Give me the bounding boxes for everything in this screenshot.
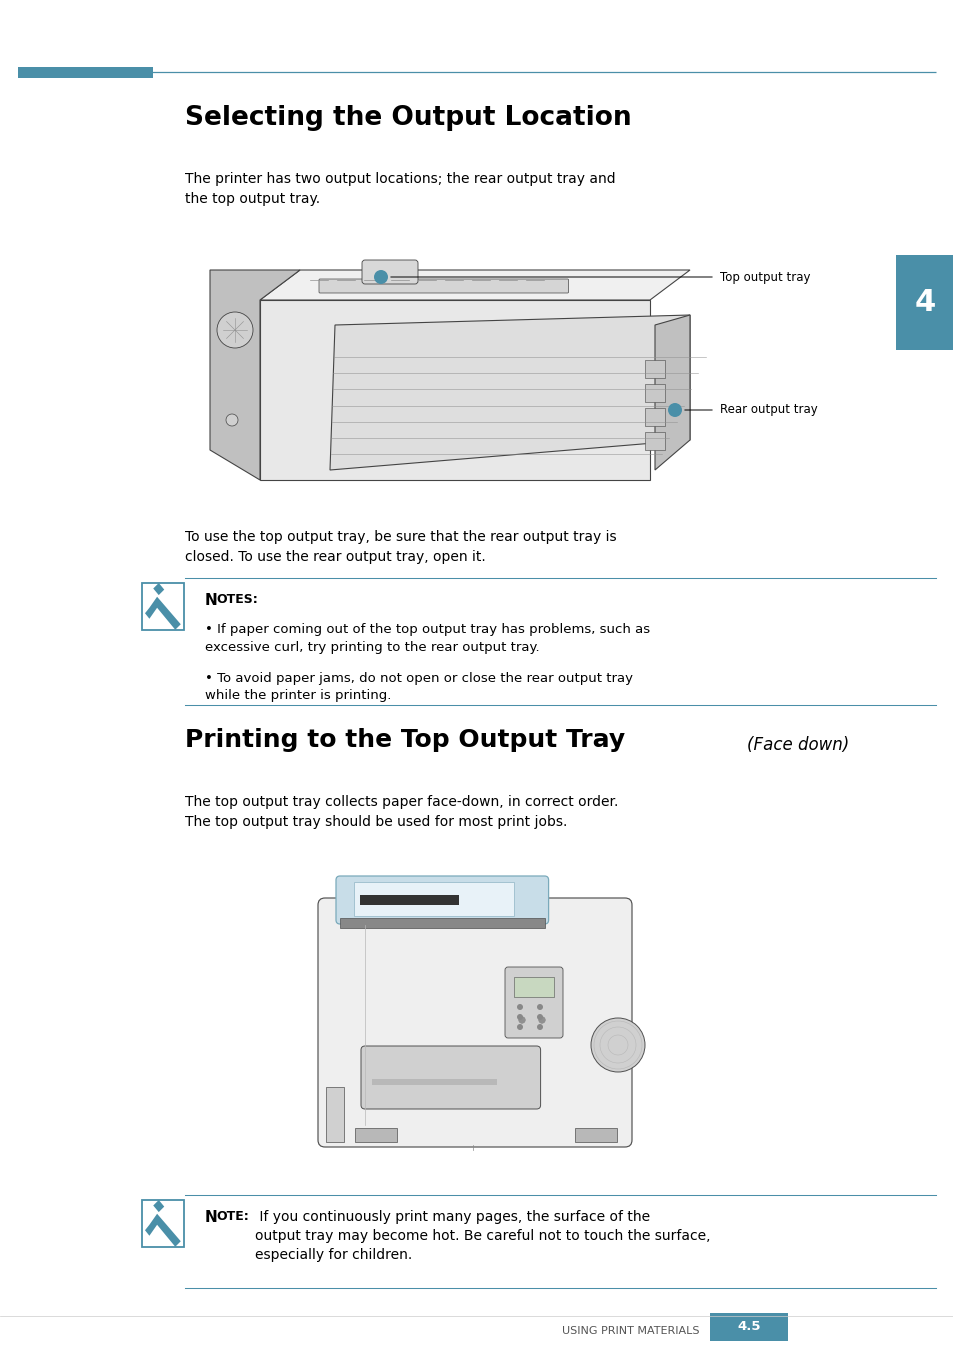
- Circle shape: [518, 1016, 525, 1023]
- Circle shape: [667, 402, 681, 417]
- Bar: [709, 1312, 787, 1341]
- Text: To use the top output tray, be sure that the rear output tray is
closed. To use : To use the top output tray, be sure that…: [185, 530, 616, 564]
- Text: 4.5: 4.5: [737, 1320, 760, 1334]
- Text: OTES:: OTES:: [216, 594, 258, 606]
- Circle shape: [518, 1016, 525, 1023]
- FancyBboxPatch shape: [360, 1046, 540, 1109]
- Circle shape: [374, 271, 388, 284]
- Text: The top output tray collects paper face-down, in correct order.
The top output t: The top output tray collects paper face-…: [185, 795, 618, 829]
- Bar: [142, 1201, 183, 1246]
- Text: If you continuously print many pages, the surface of the
output tray may become : If you continuously print many pages, th…: [254, 1210, 710, 1263]
- FancyBboxPatch shape: [361, 260, 417, 284]
- Text: (Face down): (Face down): [746, 736, 848, 754]
- Text: Printing to the Top Output Tray: Printing to the Top Output Tray: [185, 728, 624, 752]
- Bar: [644, 384, 664, 402]
- Bar: [895, 254, 953, 350]
- Bar: [326, 1088, 344, 1141]
- Polygon shape: [153, 1201, 164, 1213]
- Circle shape: [537, 1004, 542, 1010]
- Text: 4: 4: [913, 288, 935, 318]
- Text: • To avoid paper jams, do not open or close the rear output tray
while the print: • To avoid paper jams, do not open or cl…: [205, 672, 633, 703]
- Circle shape: [517, 1014, 522, 1020]
- Text: N: N: [205, 594, 217, 608]
- Bar: [372, 1079, 497, 1085]
- Text: Rear output tray: Rear output tray: [720, 404, 817, 416]
- Bar: [355, 1128, 396, 1141]
- Polygon shape: [145, 1214, 180, 1246]
- Circle shape: [517, 1004, 522, 1010]
- Bar: [18, 66, 152, 78]
- Circle shape: [226, 415, 237, 425]
- Circle shape: [537, 1016, 545, 1023]
- Bar: [644, 408, 664, 425]
- Text: Selecting the Output Location: Selecting the Output Location: [185, 105, 631, 131]
- Polygon shape: [153, 583, 164, 595]
- Circle shape: [590, 1018, 644, 1071]
- Circle shape: [537, 1014, 542, 1020]
- Polygon shape: [330, 315, 689, 470]
- FancyBboxPatch shape: [504, 966, 562, 1038]
- FancyBboxPatch shape: [318, 279, 568, 293]
- FancyBboxPatch shape: [354, 882, 514, 917]
- Text: N: N: [205, 1210, 217, 1225]
- Text: Top output tray: Top output tray: [720, 271, 810, 284]
- Bar: [644, 359, 664, 378]
- Bar: [514, 977, 554, 997]
- Bar: [359, 895, 458, 905]
- Circle shape: [517, 1024, 522, 1030]
- Circle shape: [537, 1016, 545, 1023]
- Polygon shape: [655, 315, 689, 470]
- Polygon shape: [260, 300, 649, 481]
- Text: USING PRINT MATERIALS: USING PRINT MATERIALS: [562, 1326, 700, 1337]
- Polygon shape: [260, 271, 689, 300]
- Text: The printer has two output locations; the rear output tray and
the top output tr: The printer has two output locations; th…: [185, 172, 615, 206]
- FancyBboxPatch shape: [317, 898, 631, 1147]
- Bar: [644, 432, 664, 450]
- Circle shape: [537, 1024, 542, 1030]
- Polygon shape: [210, 271, 299, 481]
- Text: OTE:: OTE:: [216, 1210, 249, 1224]
- Text: • If paper coming out of the top output tray has problems, such as
excessive cur: • If paper coming out of the top output …: [205, 623, 649, 654]
- FancyBboxPatch shape: [339, 918, 544, 927]
- Bar: [575, 1128, 617, 1141]
- Bar: [142, 583, 183, 630]
- FancyBboxPatch shape: [335, 876, 548, 923]
- Circle shape: [216, 312, 253, 349]
- Polygon shape: [145, 596, 180, 630]
